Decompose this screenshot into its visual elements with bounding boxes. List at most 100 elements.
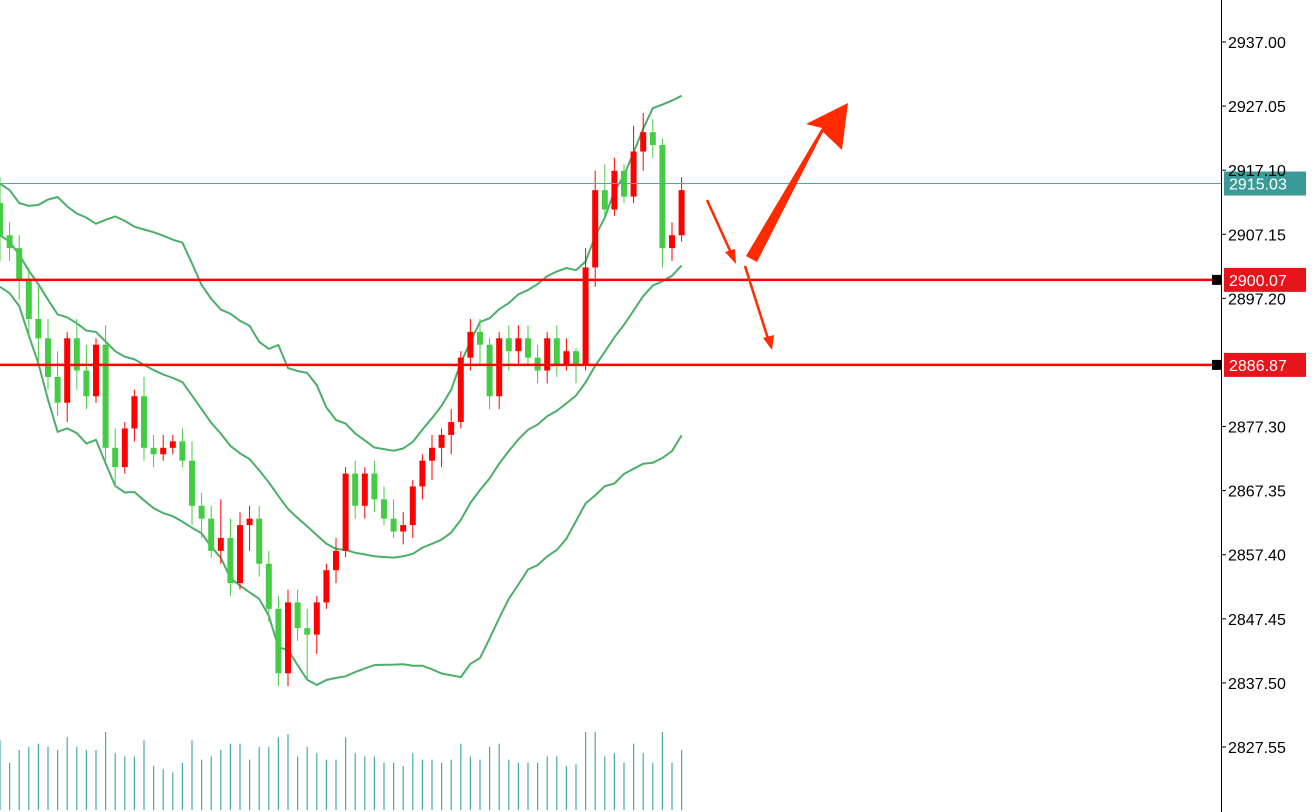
candle (582, 248, 589, 371)
candle (381, 486, 387, 526)
candle (294, 589, 301, 642)
candle (409, 480, 416, 538)
y-tick-label: 2847.45 (1228, 612, 1286, 629)
candle-body (496, 338, 503, 397)
candle (515, 325, 522, 365)
candle (313, 595, 320, 654)
candle (64, 331, 71, 423)
candle (237, 512, 243, 590)
candle (208, 505, 215, 558)
current-price-tag: 2915.03 (1224, 171, 1306, 196)
candle-body (131, 396, 138, 429)
candle-body (467, 331, 474, 358)
candle (189, 441, 195, 526)
candle-body (381, 499, 387, 519)
candle (457, 351, 464, 429)
candle-body (294, 602, 301, 629)
candle-body (544, 338, 551, 371)
candle-body (592, 190, 599, 268)
down-arrow-line-1 (705, 199, 734, 256)
candle (333, 537, 339, 584)
candle-body (0, 203, 3, 236)
candle-body (313, 602, 320, 635)
candle-body (438, 434, 445, 448)
candle (400, 512, 407, 545)
candle-body (669, 235, 675, 249)
level-handle[interactable] (1212, 359, 1222, 370)
candle-body (525, 338, 531, 358)
candle (150, 434, 157, 468)
horizontal-levels: 2915.03 2900.07 2886.87 (0, 171, 1306, 377)
candle (361, 467, 368, 519)
candle-body (419, 460, 426, 487)
candle-body (304, 628, 311, 635)
trend-arrows (705, 103, 848, 350)
candle (83, 344, 90, 410)
candle-body (169, 441, 176, 448)
candle (121, 422, 128, 474)
candle (611, 157, 618, 216)
down-arrow-icon-1 (725, 249, 736, 264)
candle-body (611, 170, 618, 210)
candle-body (73, 338, 80, 371)
candle (0, 177, 3, 262)
candle (112, 428, 119, 487)
candle (227, 518, 234, 596)
candle (16, 235, 23, 300)
candle (285, 589, 291, 687)
y-tick-label: 2877.30 (1228, 420, 1286, 437)
y-axis: 2937.00 2927.05 2917.10 2907.15 2897.20 2877.… (1221, 0, 1286, 812)
candle (601, 164, 608, 216)
y-tick-label: 2927.05 (1228, 99, 1286, 116)
candle-body (179, 441, 186, 461)
candle-body (25, 280, 32, 319)
candle-body (573, 351, 579, 365)
candle-body (457, 357, 464, 423)
candle-body (112, 447, 119, 468)
bollinger-upper-band (0, 94, 683, 452)
candle-body (121, 428, 128, 468)
candle (419, 454, 426, 500)
candle (486, 338, 493, 410)
candle (669, 222, 675, 262)
candle (505, 325, 512, 371)
candle-body (217, 537, 224, 551)
candle-body (198, 505, 205, 519)
candle (659, 138, 666, 268)
candle-body (6, 235, 13, 249)
y-tick-label: 2917.10 (1228, 163, 1286, 180)
candle-body (486, 344, 493, 397)
level-price-tag: 2886.87 (1224, 352, 1306, 377)
candle-body (150, 447, 157, 455)
level-price-label: 2900.07 (1229, 273, 1287, 290)
candle-body (285, 602, 291, 674)
candle (429, 434, 435, 481)
candle-body (237, 525, 243, 584)
candle-body (352, 473, 359, 506)
candle (93, 338, 99, 403)
candle (160, 434, 167, 461)
candle-body (409, 486, 416, 526)
candle-body (227, 537, 234, 584)
candles (0, 112, 685, 687)
candle-body (640, 132, 647, 152)
up-arrow-icon (746, 103, 848, 262)
y-tick-label: 2937.00 (1228, 35, 1286, 52)
level-handle[interactable] (1212, 274, 1222, 285)
y-tick-label: 2867.35 (1228, 484, 1286, 501)
candle-body (630, 151, 637, 197)
candle (496, 331, 503, 410)
candle-body (601, 190, 608, 210)
candle (141, 376, 147, 461)
candle (630, 125, 637, 204)
candle-body (93, 344, 99, 397)
candle-body (256, 518, 263, 564)
candle-body (477, 331, 483, 345)
candle-body (553, 338, 560, 365)
candle-body (505, 338, 512, 352)
candle-body (141, 396, 147, 448)
candle-body (275, 608, 282, 674)
y-tick-label: 2857.40 (1228, 548, 1286, 565)
bollinger-middle-band (0, 234, 683, 559)
candle-body (678, 190, 685, 236)
